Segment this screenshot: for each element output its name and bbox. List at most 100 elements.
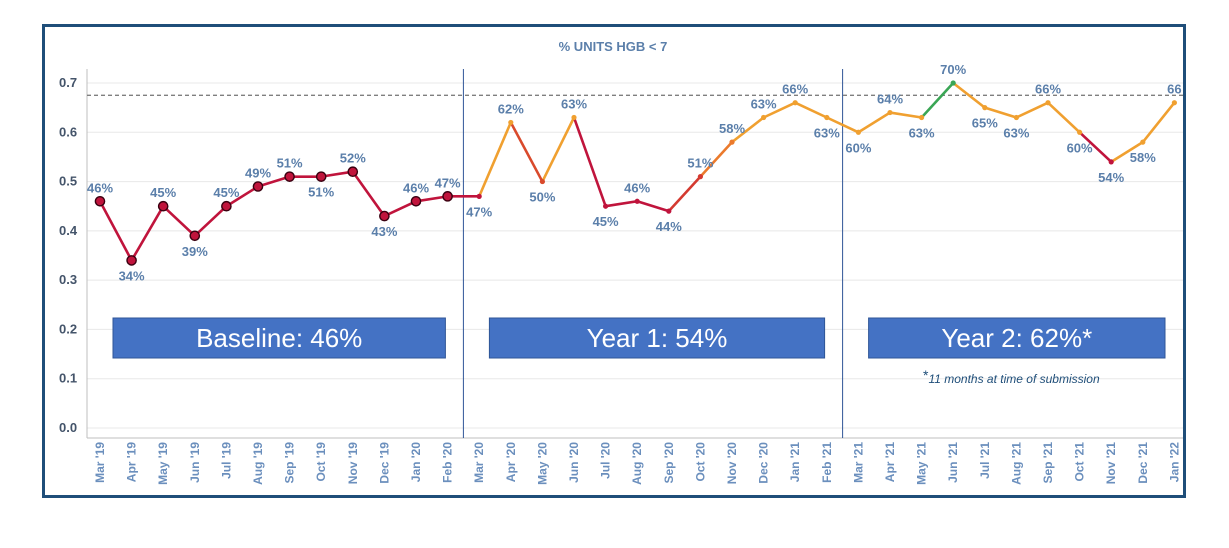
line-segment [793,101,829,119]
line-segment [351,170,386,218]
line-segment [951,81,987,109]
phase-label: Year 1: 54% [587,323,728,353]
data-label: 66 [1167,82,1181,97]
line-segment [541,116,576,183]
data-points [94,80,1177,266]
x-tick-label: Nov '19 [346,442,360,485]
data-point [442,191,453,202]
data-point [1077,129,1083,135]
phase-label: Year 2: 62%* [941,323,1092,353]
data-label: 65% [972,116,998,131]
data-label: 52% [340,151,366,166]
data-label: 46% [624,180,650,195]
data-point [1108,159,1114,165]
line-segment [920,81,955,119]
data-label: 51% [687,156,713,171]
x-tick-label: Apr '20 [504,442,518,483]
line-segment [225,185,260,208]
line-segment [193,204,228,238]
data-label: 62% [498,101,524,116]
data-point [887,109,893,116]
line-segment [983,106,1018,119]
data-label: 63% [561,97,587,112]
data-point [347,166,359,178]
data-point [1045,100,1051,106]
y-tick-label: 0.2 [59,321,77,336]
chart-title: % UNITS HGB < 7 [559,39,668,54]
y-tick-label: 0.3 [59,272,77,287]
data-label: 46% [403,180,429,195]
x-tick-label: Oct '20 [693,442,707,482]
data-point [1171,100,1177,106]
data-label: 66% [1035,82,1061,97]
data-point [919,114,925,121]
line-segment [414,195,449,203]
x-tick-label: Nov '20 [725,442,739,485]
x-tick-label: Jan '21 [788,442,802,483]
line-segment [319,170,355,178]
x-tick-label: Feb '21 [820,442,834,483]
x-tick-label: Jan '20 [409,442,423,483]
x-tick-label: Jul '19 [219,442,233,479]
line-segment [857,111,892,134]
data-label: 58% [1130,150,1156,165]
line-chart: % UNITS HGB < 7 0.0 0.1 0.2 0.3 0.4 0.5 0.6 0.7… [59,39,1183,485]
line-segment [161,204,197,238]
line-segment [667,175,702,213]
data-point [1140,139,1146,145]
data-label: 58% [719,121,745,136]
data-label: 47% [466,204,492,219]
x-tick-label: Sep '19 [283,442,297,484]
x-tick-label: May '20 [535,442,549,485]
data-label: 60% [1067,140,1093,155]
x-tick-label: Oct '21 [1073,442,1087,482]
line-segment [730,116,765,144]
x-tick-label: Sep '20 [662,442,676,484]
data-label: 45% [593,214,619,229]
data-point [950,80,956,86]
data-point [603,203,609,209]
x-tick-label: Jan '22 [1167,442,1181,483]
line-segment [383,199,418,218]
data-label: 39% [182,244,208,259]
x-tick-label: Dec '20 [757,442,771,484]
data-label: 45% [150,185,176,200]
data-point [508,119,514,126]
data-point [252,181,264,192]
line-segment [98,199,133,262]
chart-frame: % UNITS HGB < 7 0.0 0.1 0.2 0.3 0.4 0.5 0.6 0.7… [42,24,1186,498]
data-label: 63% [751,97,777,112]
line-segment [256,175,291,188]
data-label: 47% [435,175,461,190]
line-segment [572,116,607,208]
line-segment [1046,101,1081,134]
x-tick-label: Aug '20 [630,442,644,485]
data-point [157,200,169,212]
data-label: 63% [909,126,935,141]
data-point [855,129,862,135]
y-tick-label: 0.4 [59,223,78,238]
x-tick-label: May '19 [156,442,170,485]
data-label: 50% [529,190,555,205]
phase-label: Baseline: 46% [196,323,362,353]
phase-dividers [462,69,844,438]
data-point [315,171,327,182]
data-point [729,139,735,145]
data-point [1013,114,1020,121]
phase-box [868,317,1166,359]
data-label: 44% [656,219,682,234]
data-label: 46% [87,180,113,195]
data-label: 51% [277,156,303,171]
data-label: 60% [845,140,871,155]
x-tick-label: Jul '20 [599,442,613,479]
data-point [666,208,672,214]
footnote-star: * [923,367,929,383]
data-labels: 46% 34% 45% 39% 45% 49% 51% 51% 52% 43% 46% 47% 47% 6… [87,62,1182,283]
data-label: 63% [814,126,840,141]
x-tick-label: May '21 [915,442,929,485]
footnote-text: 11 months at time of submission [928,372,1100,386]
line-segment [635,199,671,213]
x-tick-label: Jun '21 [946,442,960,483]
line-segment [477,121,513,198]
line-segment [825,116,860,134]
